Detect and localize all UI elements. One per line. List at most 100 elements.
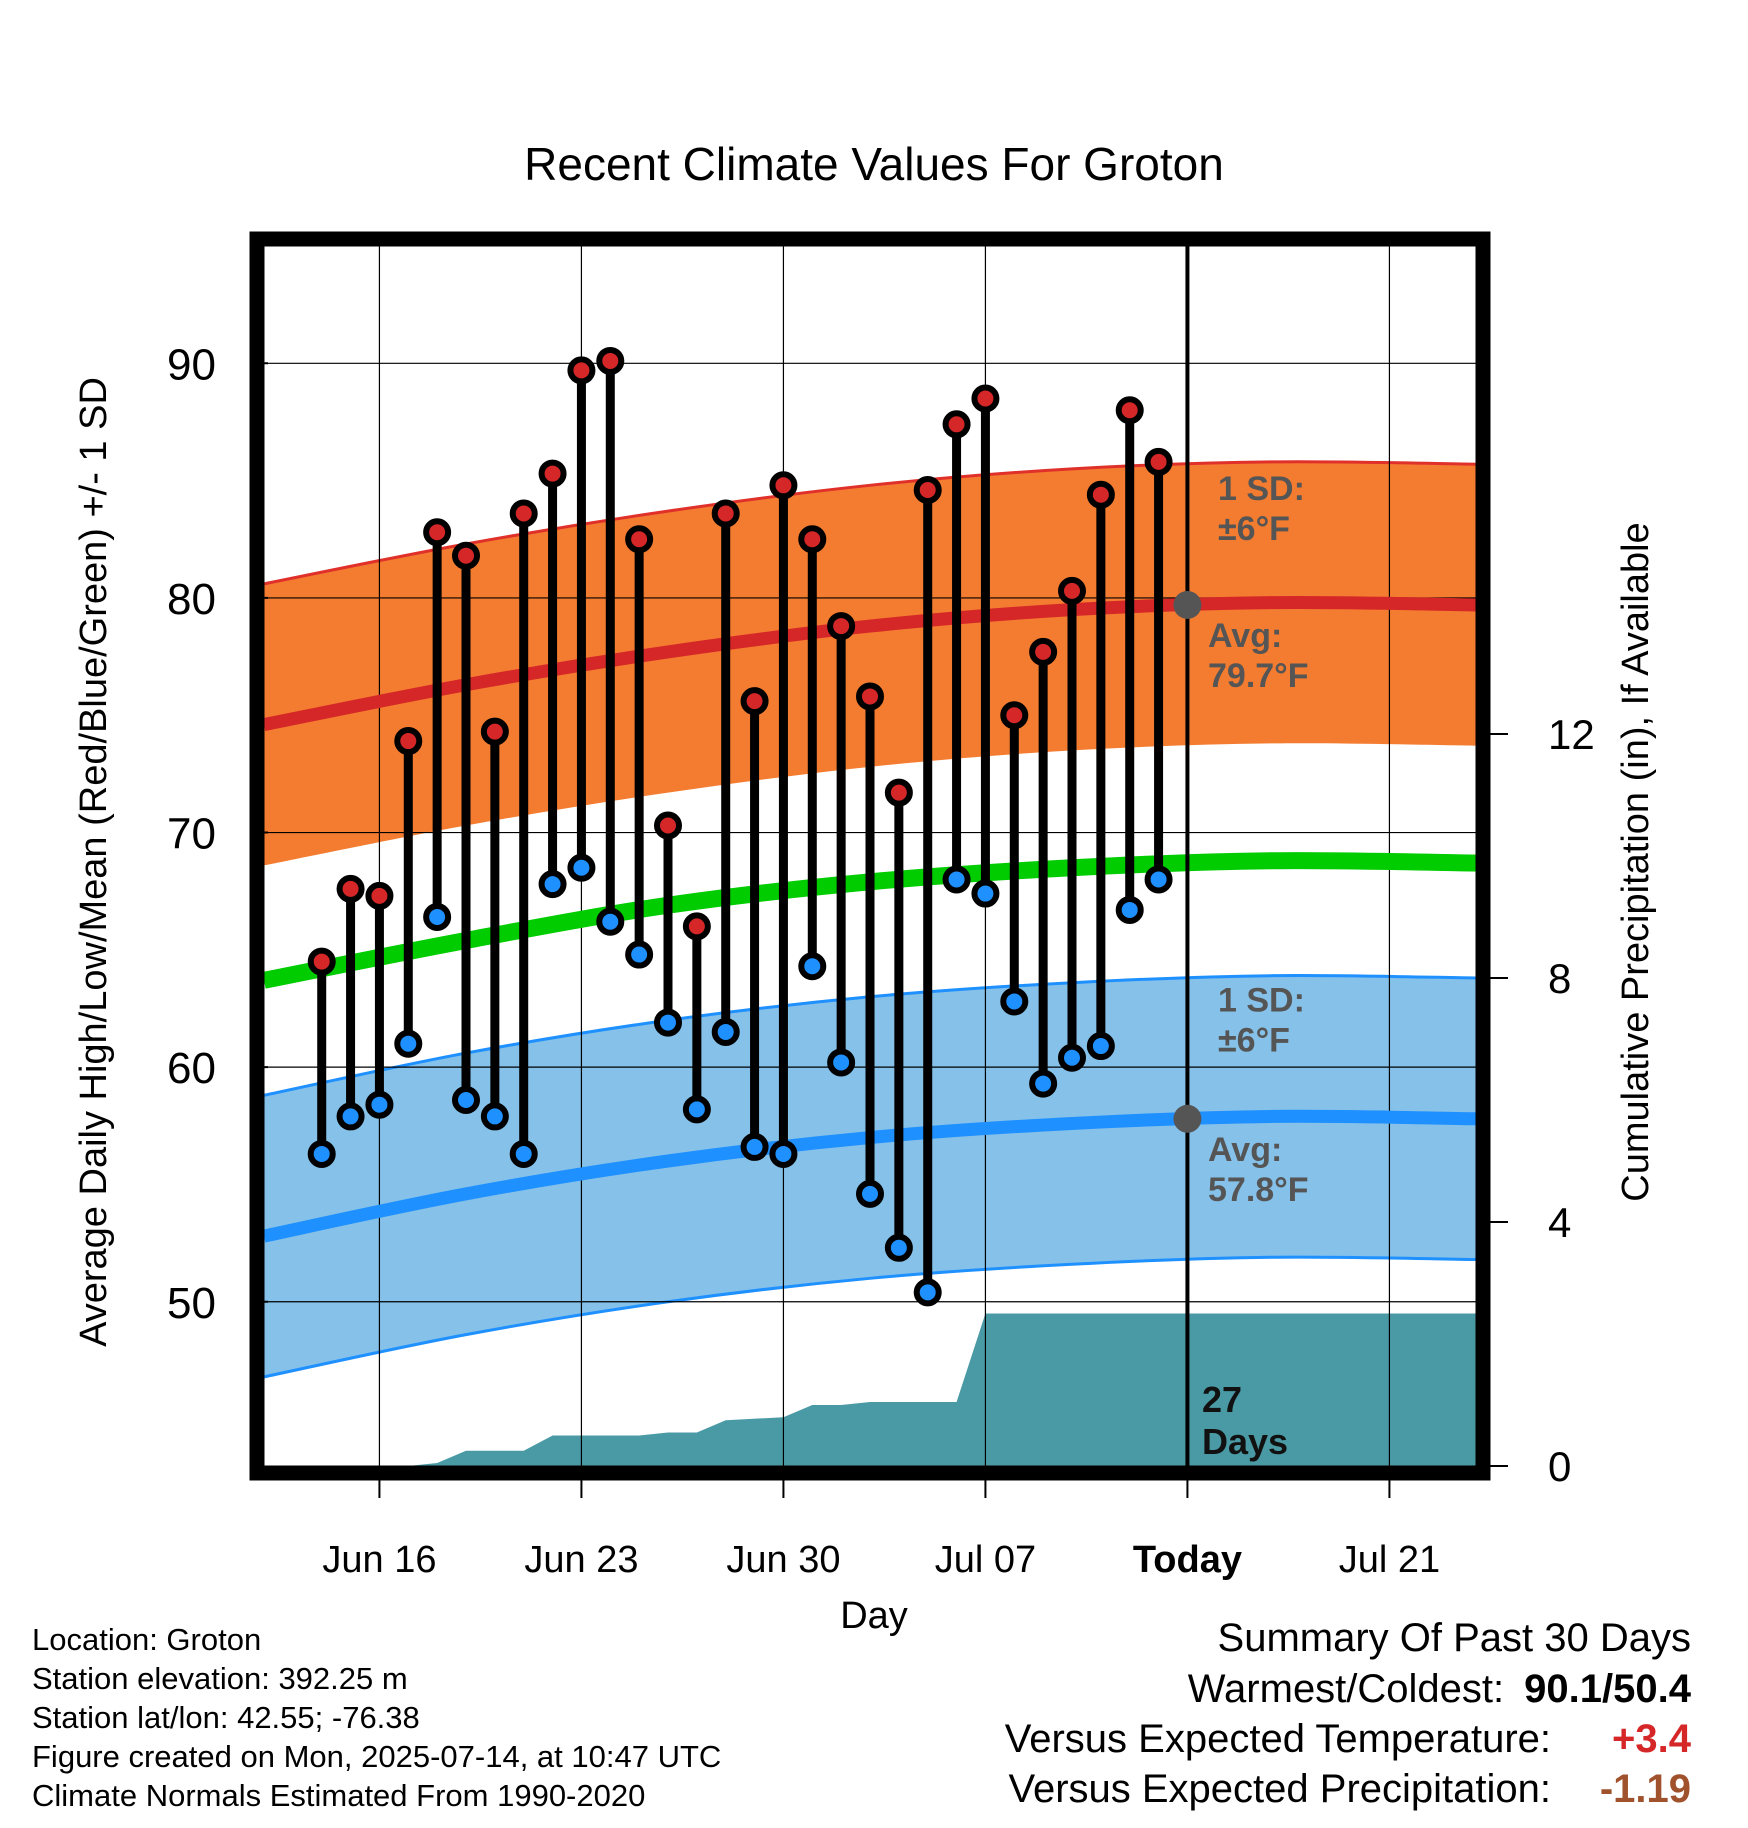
precipitation-area bbox=[264, 1313, 1476, 1466]
low-point bbox=[942, 865, 971, 894]
y-axis-label: Average Daily High/Low/Mean (Red/Blue/Gr… bbox=[73, 377, 115, 1347]
high-point bbox=[509, 499, 538, 528]
y-axis-right: 0 4 8 12 bbox=[1490, 711, 1595, 1490]
summary-title: Summary Of Past 30 Days bbox=[1217, 1616, 1691, 1660]
y-axis-right-label: Cumulative Precipitation (in), If Availa… bbox=[1615, 522, 1657, 1201]
y-right-tick-label: 0 bbox=[1548, 1443, 1571, 1490]
y-tick-label: 70 bbox=[167, 810, 216, 859]
high-point bbox=[307, 947, 336, 976]
y-right-tick-label: 4 bbox=[1548, 1199, 1571, 1246]
high-point bbox=[682, 912, 711, 941]
low-point bbox=[1115, 895, 1144, 924]
info-elevation: Station elevation: 392.25 m bbox=[32, 1661, 408, 1696]
info-latlon: Station lat/lon: 42.55; -76.38 bbox=[32, 1700, 420, 1735]
y-axis-left: 50 60 70 80 90 bbox=[167, 245, 268, 1421]
x-tick-label: Jun 16 bbox=[322, 1539, 436, 1581]
low-point bbox=[798, 952, 827, 981]
high-avg-value: 79.7°F bbox=[1208, 657, 1309, 695]
days-count: 27 bbox=[1202, 1379, 1242, 1420]
high-point bbox=[884, 778, 913, 807]
low-point bbox=[625, 940, 654, 969]
low-point bbox=[740, 1132, 769, 1161]
summary-warm-value: 90.1 bbox=[1524, 1667, 1603, 1711]
today-low-avg-marker bbox=[1173, 1104, 1202, 1133]
low-point bbox=[336, 1102, 365, 1131]
low-point bbox=[567, 853, 596, 882]
high-sd-label: 1 SD: bbox=[1218, 470, 1305, 508]
high-point bbox=[1115, 396, 1144, 425]
high-point bbox=[423, 518, 452, 547]
high-point bbox=[740, 687, 769, 716]
high-point bbox=[596, 346, 625, 375]
high-point bbox=[394, 727, 423, 756]
info-created: Figure created on Mon, 2025-07-14, at 10… bbox=[32, 1739, 722, 1774]
high-point bbox=[654, 811, 682, 840]
low-sd-lower-edge bbox=[264, 1255, 1476, 1379]
summary-temp-label: Versus Expected Temperature: bbox=[1004, 1717, 1551, 1761]
low-point bbox=[452, 1086, 480, 1114]
plot-interior bbox=[264, 246, 1476, 1466]
x-axis-label: Day bbox=[840, 1595, 908, 1637]
high-point bbox=[942, 410, 971, 439]
low-point bbox=[971, 879, 1000, 908]
high-point bbox=[1144, 447, 1173, 476]
high-sd-value: ±6°F bbox=[1218, 510, 1290, 548]
high-point bbox=[971, 384, 1000, 413]
low-avg-value: 57.8°F bbox=[1208, 1171, 1309, 1209]
high-point bbox=[798, 525, 827, 554]
summary-warm-cold-value: 90.1/50.4 bbox=[1524, 1667, 1691, 1711]
station-info: Location: Groton Station elevation: 392.… bbox=[32, 1620, 721, 1815]
low-point bbox=[769, 1139, 798, 1168]
summary-precip-value: -1.19 bbox=[1599, 1767, 1691, 1811]
high-point bbox=[827, 612, 856, 641]
low-point bbox=[1144, 865, 1173, 894]
days-label: Days bbox=[1202, 1421, 1288, 1462]
summary-cold-value: 50.4 bbox=[1613, 1667, 1691, 1711]
high-point bbox=[567, 356, 596, 385]
x-tick-label: Jun 30 bbox=[726, 1539, 840, 1581]
high-avg-label: Avg: bbox=[1208, 617, 1282, 655]
summary-temp-value: +3.4 bbox=[1612, 1717, 1691, 1761]
low-sd-label: 1 SD: bbox=[1218, 982, 1305, 1020]
low-point bbox=[596, 907, 625, 936]
summary-precip: Versus Expected Precipitation: -1.19 bbox=[1005, 1764, 1691, 1814]
summary-temp: Versus Expected Temperature: +3.4 bbox=[1005, 1714, 1691, 1764]
chart-title: Recent Climate Values For Groton bbox=[524, 138, 1224, 190]
plot-frame bbox=[249, 231, 1491, 1481]
high-point bbox=[480, 717, 509, 746]
high-point bbox=[1000, 701, 1029, 730]
y-right-tick-label: 8 bbox=[1548, 955, 1571, 1002]
y-tick-label: 90 bbox=[167, 340, 216, 389]
high-point bbox=[856, 682, 884, 711]
low-point bbox=[423, 903, 452, 931]
high-point bbox=[711, 499, 740, 528]
y-tick-label: 80 bbox=[167, 575, 216, 624]
high-sd-band bbox=[264, 461, 1476, 866]
low-point bbox=[1029, 1069, 1058, 1098]
high-point bbox=[913, 476, 942, 504]
low-point bbox=[1086, 1032, 1115, 1061]
x-tick-label: Jul 21 bbox=[1339, 1539, 1440, 1581]
high-point bbox=[625, 525, 654, 554]
high-point bbox=[1029, 637, 1058, 666]
high-point bbox=[769, 471, 798, 500]
x-tick-label: Jul 07 bbox=[935, 1539, 1036, 1581]
low-point bbox=[827, 1048, 856, 1077]
y-tick-label: 60 bbox=[167, 1044, 216, 1093]
summary-precip-label: Versus Expected Precipitation: bbox=[1008, 1767, 1551, 1811]
info-normals: Climate Normals Estimated From 1990-2020 bbox=[32, 1778, 646, 1813]
high-point bbox=[1086, 480, 1115, 509]
low-point bbox=[394, 1029, 423, 1058]
high-point bbox=[538, 459, 567, 488]
low-sd-value: ±6°F bbox=[1218, 1022, 1290, 1060]
x-axis: Jun 16 Jun 23 Jun 30 Jul 07 Today Jul 21 bbox=[322, 1480, 1440, 1581]
summary-warm-cold: Warmest/Coldest: 90.1/50.4 bbox=[1005, 1664, 1691, 1714]
y-tick-label: 50 bbox=[167, 1279, 216, 1328]
summary-warm-cold-label: Warmest/Coldest: bbox=[1187, 1667, 1505, 1711]
info-location: Location: Groton bbox=[32, 1622, 262, 1657]
low-point bbox=[1058, 1043, 1086, 1072]
low-point bbox=[538, 870, 567, 899]
today-high-avg-marker bbox=[1173, 590, 1202, 619]
